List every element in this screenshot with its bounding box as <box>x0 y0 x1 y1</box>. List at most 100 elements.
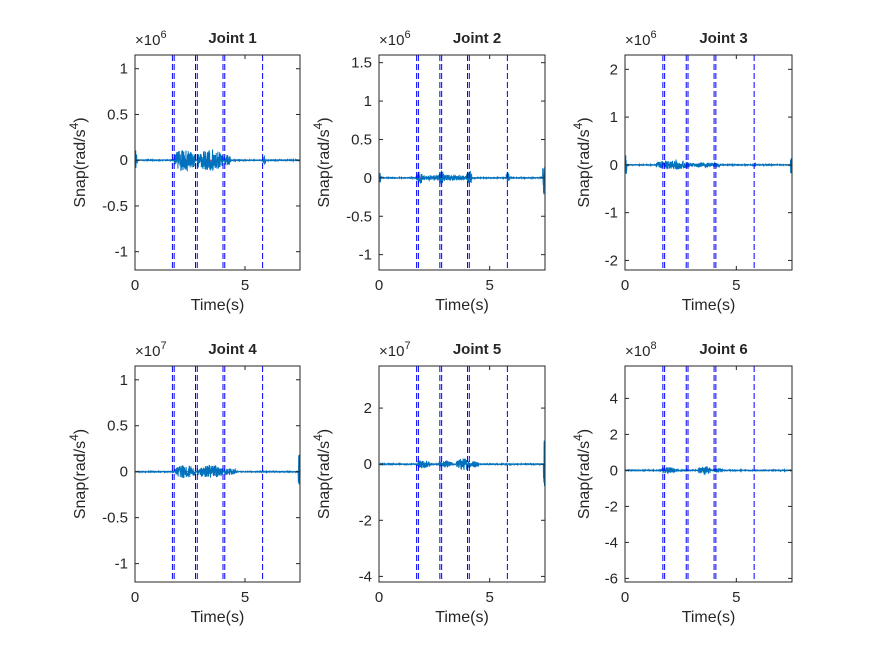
x-tick-label: 0 <box>621 277 629 294</box>
y-axis-label-power: 4 <box>67 122 81 129</box>
axis-exponent-label: ×106 <box>379 29 411 49</box>
subplot-4: -1 -0.5 0 0.5 1 0 5 ×107 Joint 4 Time(s) Snap(rad/… <box>67 340 301 626</box>
y-axis-label-text: Snap(rad/s <box>316 129 333 207</box>
y-tick-label: 2 <box>610 426 618 443</box>
snap-signal-line <box>625 155 792 175</box>
plot-content <box>135 366 300 582</box>
plot-area <box>624 365 793 583</box>
axis-exponent-label: ×108 <box>625 340 657 360</box>
subplot-title: Joint 2 <box>453 30 501 47</box>
x-axis-label: Time(s) <box>682 609 736 626</box>
y-tick-label: -1 <box>115 244 128 261</box>
y-axis-label-power: 4 <box>571 434 585 441</box>
y-tick-label: -1 <box>359 247 372 264</box>
y-axis-label: Snap(rad/s4) <box>67 117 89 207</box>
subplot-title: Joint 3 <box>699 30 747 47</box>
snap-signal-line <box>379 166 545 195</box>
y-tick-label: 1 <box>120 61 128 78</box>
exponent-base: ×10 <box>135 32 160 49</box>
exponent-base: ×10 <box>625 32 650 49</box>
x-tick-label: 5 <box>241 277 249 294</box>
y-axis-label-text: Snap(rad/s <box>576 129 593 207</box>
y-tick-label: -4 <box>605 534 618 551</box>
x-tick-label: 5 <box>732 589 740 606</box>
x-tick-label: 0 <box>375 277 383 294</box>
snap-signal-line <box>135 149 300 173</box>
subplot-1: -1 -0.5 0 0.5 1 0 5 ×106 Joint 1 Time(s) Snap(rad/… <box>67 29 301 314</box>
y-axis-label-close: ) <box>576 429 593 434</box>
y-tick-label: -0.5 <box>102 198 128 215</box>
x-tick-label: 0 <box>621 589 629 606</box>
axes-box <box>624 365 793 583</box>
y-axis-label: Snap(rad/s4) <box>571 117 593 207</box>
y-tick-label: 0.5 <box>351 131 372 148</box>
y-tick-label: 2 <box>364 400 372 417</box>
exponent-power: 7 <box>160 340 166 352</box>
axis-exponent-label: ×106 <box>135 29 167 49</box>
y-tick-label: 2 <box>610 61 618 78</box>
axis-exponent-label: ×106 <box>625 29 657 49</box>
y-axis-label-text: Snap(rad/s <box>72 441 89 519</box>
y-tick-label: 0.5 <box>107 106 128 123</box>
y-tick-label: -4 <box>359 568 372 585</box>
y-tick-label: 4 <box>610 390 618 407</box>
exponent-base: ×10 <box>379 343 404 360</box>
y-axis-label: Snap(rad/s4) <box>67 429 89 519</box>
exponent-power: 7 <box>404 340 410 352</box>
x-tick-label: 5 <box>485 589 493 606</box>
y-axis-label-text: Snap(rad/s <box>576 441 593 519</box>
y-axis-label: Snap(rad/s4) <box>311 117 333 207</box>
y-tick-label: 0 <box>364 170 372 187</box>
plot-content <box>379 366 545 582</box>
y-tick-label: -0.5 <box>102 510 128 527</box>
y-tick-label: -2 <box>605 252 618 269</box>
y-axis-label-power: 4 <box>311 122 325 129</box>
y-tick-label: 0 <box>610 157 618 174</box>
x-axis-label: Time(s) <box>191 609 245 626</box>
axis-exponent-label: ×107 <box>135 340 167 360</box>
y-tick-label: 1 <box>610 109 618 126</box>
y-axis-label-text: Snap(rad/s <box>72 129 89 207</box>
subplot-3: -2 -1 0 1 2 0 5 ×106 Joint 3 Time(s) Snap(rad/s4) <box>571 29 793 314</box>
subplot-title: Joint 4 <box>208 341 257 358</box>
y-tick-label: 0.5 <box>107 418 128 435</box>
exponent-power: 6 <box>404 29 410 41</box>
plot-content <box>379 55 545 270</box>
exponent-power: 6 <box>650 29 656 41</box>
y-axis-label-power: 4 <box>311 434 325 441</box>
y-tick-label: 1.5 <box>351 55 372 72</box>
plot-content <box>625 366 792 582</box>
y-tick-label: -6 <box>605 570 618 587</box>
exponent-base: ×10 <box>379 32 404 49</box>
subplot-title: Joint 1 <box>208 30 256 47</box>
x-axis-label: Time(s) <box>682 297 736 314</box>
y-tick-label: -1 <box>605 205 618 222</box>
exponent-power: 6 <box>160 29 166 41</box>
y-axis-label: Snap(rad/s4) <box>571 429 593 519</box>
x-tick-label: 5 <box>485 277 493 294</box>
x-tick-label: 0 <box>131 589 139 606</box>
y-tick-label: -2 <box>359 512 372 529</box>
y-tick-label: -1 <box>115 556 128 573</box>
axis-exponent-label: ×107 <box>379 340 411 360</box>
subplot-2: -1 -0.5 0 0.5 1 1.5 0 5 ×106 Joint 2 Time(s) Snap(r… <box>311 29 546 314</box>
subplot-title: Joint 5 <box>453 341 501 358</box>
y-axis-label-close: ) <box>72 429 89 434</box>
exponent-base: ×10 <box>625 343 650 360</box>
y-axis-label-close: ) <box>316 117 333 122</box>
y-axis-label-close: ) <box>72 117 89 122</box>
plot-area <box>378 54 546 271</box>
y-axis-label: Snap(rad/s4) <box>311 429 333 519</box>
plot-area <box>378 365 546 583</box>
axes-box <box>378 365 546 583</box>
y-axis-label-power: 4 <box>67 434 81 441</box>
y-axis-label-close: ) <box>316 429 333 434</box>
y-tick-label: -0.5 <box>346 208 372 225</box>
y-axis-label-close: ) <box>576 117 593 122</box>
plot-content <box>135 55 300 270</box>
axes-box <box>378 54 546 271</box>
snap-signal-line <box>625 466 792 475</box>
subplot-5: -4 -2 0 2 0 5 ×107 Joint 5 Time(s) Snap(rad/s4) <box>311 340 546 626</box>
y-axis-label-text: Snap(rad/s <box>316 441 333 519</box>
